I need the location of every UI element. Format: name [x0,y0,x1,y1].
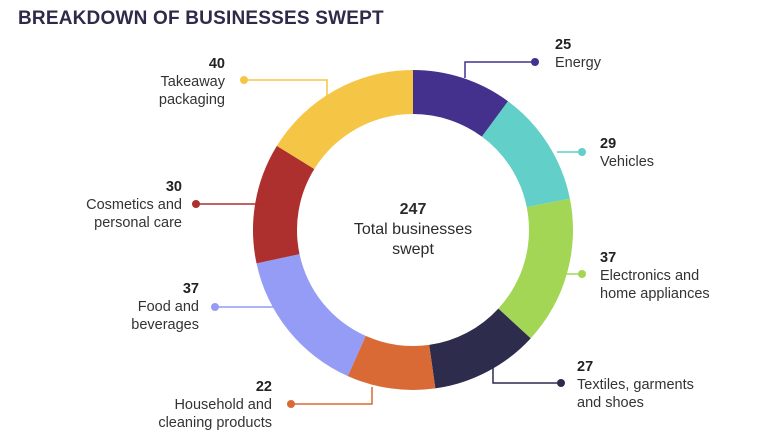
slice-value: 27 [577,359,594,375]
slice-value: 22 [255,379,272,395]
slice-name: Vehicles [600,154,655,170]
connector-dot-household [287,400,295,408]
slice-name: Household and cleaning products [158,397,272,431]
connector-dot-food [211,303,219,311]
chart-title: BREAKDOWN OF BUSINESSES SWEPT [18,8,384,29]
connector-dot-cosmetics [192,200,200,208]
slice-energy [413,70,509,137]
slice-takeaway [276,70,413,170]
connector-dot-vehicles [578,148,586,156]
connector-dot-energy [531,58,539,66]
slice-name: Energy [555,55,601,71]
slice-label-electronics: 37 Electronics and home appliances [600,249,710,303]
slice-label-energy: 25 Energy [555,36,601,72]
slice-value: 37 [182,281,199,297]
slice-name: Cosmetics and personal care [86,197,182,231]
connector-dot-textiles [557,379,565,387]
slice-electronics [498,198,573,339]
slice-value: 29 [600,136,617,152]
slice-label-takeaway: 40 Takeaway packaging [100,55,225,109]
slice-label-vehicles: 29 Vehicles [600,135,654,171]
slice-textiles [429,308,531,389]
slice-label-textiles: 27 Textiles, garments and shoes [577,358,694,412]
slice-name: Textiles, garments and shoes [577,377,694,411]
slice-vehicles [481,101,570,208]
slice-label-food: 37 Food and beverages [80,280,199,334]
center-total-label: Total businesses swept [353,221,473,258]
connector-textiles [492,366,561,384]
slice-value: 25 [555,37,572,53]
slice-food [256,254,366,377]
connector-energy [464,61,535,78]
slice-label-household: 22 Household and cleaning products [120,378,272,432]
slice-value: 30 [165,179,182,195]
slice-cosmetics [253,145,315,264]
connector-takeaway [244,79,328,96]
connector-household [291,387,373,405]
slice-value: 40 [208,56,225,72]
center-total: 247 Total businesses swept [313,200,513,260]
slice-household [347,335,436,391]
connector-dot-electronics [578,270,586,278]
slice-value: 37 [600,250,617,266]
slice-name: Electronics and home appliances [600,268,710,302]
slice-name: Food and beverages [131,299,199,333]
slice-label-cosmetics: 30 Cosmetics and personal care [40,178,182,232]
slice-name: Takeaway packaging [158,74,225,108]
center-total-value: 247 [399,201,427,218]
connector-dot-takeaway [240,76,248,84]
